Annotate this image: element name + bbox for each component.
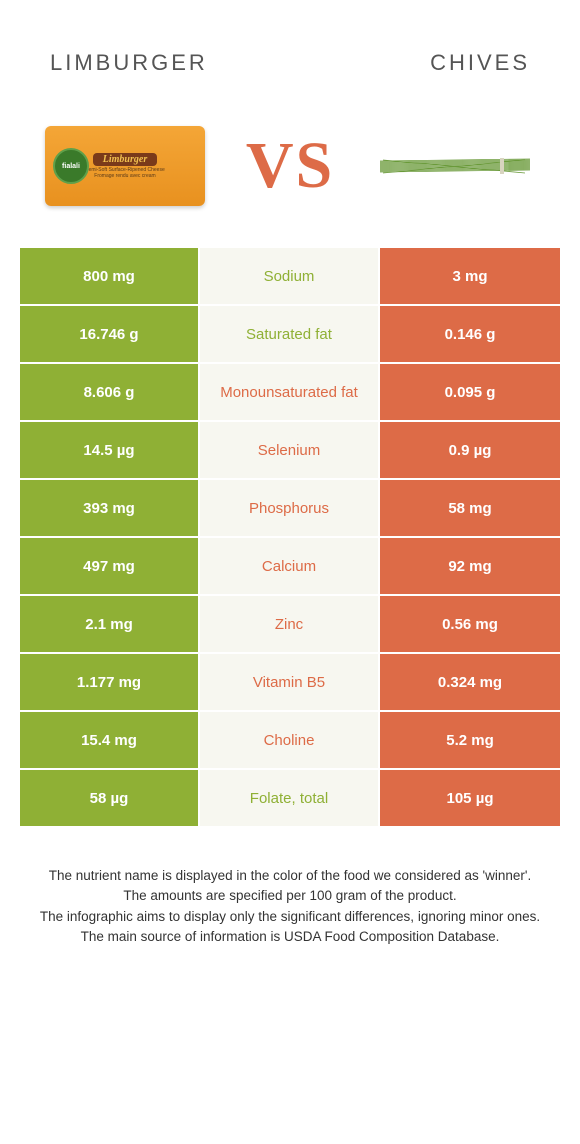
- table-row: 14.5 µgSelenium0.9 µg: [20, 420, 560, 478]
- footnote: The nutrient name is displayed in the co…: [28, 866, 552, 947]
- left-value: 800 mg: [20, 248, 200, 304]
- right-food-title: CHIVES: [430, 50, 530, 76]
- nutrient-label: Sodium: [200, 248, 380, 304]
- cheese-badge: fialali: [53, 148, 89, 184]
- nutrient-label: Folate, total: [200, 770, 380, 826]
- left-food-title: LIMBURGER: [50, 50, 208, 76]
- left-food-image: fialali Limburger Semi-Soft Surface-Ripe…: [40, 116, 210, 216]
- table-row: 2.1 mgZinc0.56 mg: [20, 594, 560, 652]
- footnote-line: The infographic aims to display only the…: [28, 907, 552, 927]
- table-row: 15.4 mgCholine5.2 mg: [20, 710, 560, 768]
- left-value: 15.4 mg: [20, 712, 200, 768]
- table-row: 1.177 mgVitamin B50.324 mg: [20, 652, 560, 710]
- left-value: 393 mg: [20, 480, 200, 536]
- right-value: 0.56 mg: [380, 596, 560, 652]
- cheese-icon: fialali Limburger Semi-Soft Surface-Ripe…: [45, 126, 205, 206]
- right-value: 0.9 µg: [380, 422, 560, 478]
- cheese-banner: Limburger: [93, 153, 157, 166]
- right-value: 58 mg: [380, 480, 560, 536]
- left-value: 2.1 mg: [20, 596, 200, 652]
- table-row: 16.746 gSaturated fat0.146 g: [20, 304, 560, 362]
- right-value: 0.324 mg: [380, 654, 560, 710]
- table-row: 8.606 gMonounsaturated fat0.095 g: [20, 362, 560, 420]
- left-value: 8.606 g: [20, 364, 200, 420]
- nutrient-label: Selenium: [200, 422, 380, 478]
- left-value: 14.5 µg: [20, 422, 200, 478]
- right-food-image: [370, 116, 540, 216]
- header: LIMBURGER CHIVES: [0, 0, 580, 106]
- left-value: 58 µg: [20, 770, 200, 826]
- nutrient-label: Saturated fat: [200, 306, 380, 362]
- nutrient-label: Phosphorus: [200, 480, 380, 536]
- footnote-line: The amounts are specified per 100 gram o…: [28, 886, 552, 906]
- table-row: 497 mgCalcium92 mg: [20, 536, 560, 594]
- comparison-infographic: LIMBURGER CHIVES fialali Limburger Semi-…: [0, 0, 580, 947]
- left-value: 497 mg: [20, 538, 200, 594]
- right-value: 5.2 mg: [380, 712, 560, 768]
- table-row: 58 µgFolate, total105 µg: [20, 768, 560, 826]
- left-value: 16.746 g: [20, 306, 200, 362]
- nutrient-label: Choline: [200, 712, 380, 768]
- vs-label: VS: [246, 128, 334, 204]
- footnote-line: The main source of information is USDA F…: [28, 927, 552, 947]
- nutrient-label: Monounsaturated fat: [200, 364, 380, 420]
- chives-icon: [375, 141, 535, 191]
- images-row: fialali Limburger Semi-Soft Surface-Ripe…: [0, 106, 580, 246]
- right-value: 105 µg: [380, 770, 560, 826]
- right-value: 0.095 g: [380, 364, 560, 420]
- cheese-subtext: Semi-Soft Surface-Ripened CheeseFromage …: [85, 168, 165, 179]
- nutrient-label: Vitamin B5: [200, 654, 380, 710]
- right-value: 0.146 g: [380, 306, 560, 362]
- table-row: 393 mgPhosphorus58 mg: [20, 478, 560, 536]
- nutrient-table: 800 mgSodium3 mg16.746 gSaturated fat0.1…: [20, 246, 560, 826]
- footnote-line: The nutrient name is displayed in the co…: [28, 866, 552, 886]
- left-value: 1.177 mg: [20, 654, 200, 710]
- nutrient-label: Calcium: [200, 538, 380, 594]
- right-value: 3 mg: [380, 248, 560, 304]
- right-value: 92 mg: [380, 538, 560, 594]
- nutrient-label: Zinc: [200, 596, 380, 652]
- table-row: 800 mgSodium3 mg: [20, 246, 560, 304]
